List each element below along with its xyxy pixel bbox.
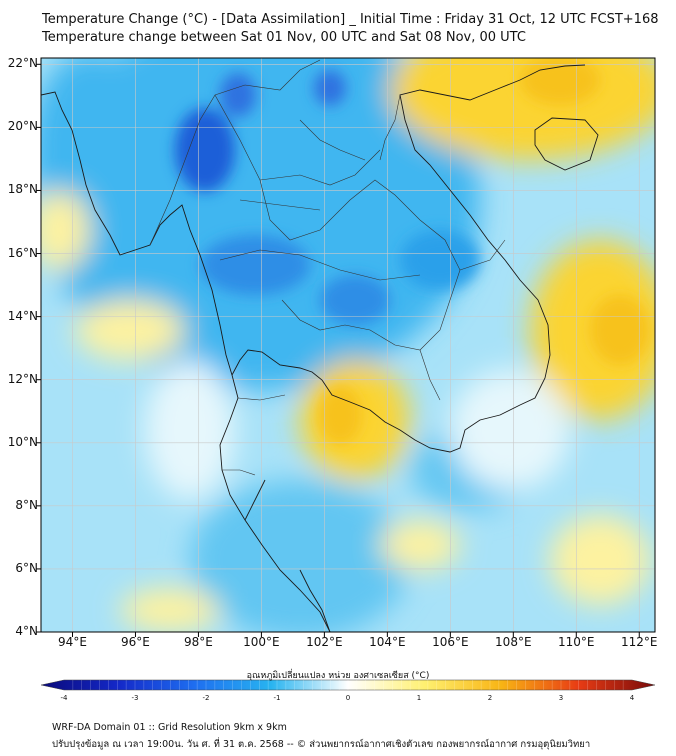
lat-label: 8°N xyxy=(15,497,38,512)
lon-label: 102°E xyxy=(306,635,343,649)
axis-ticks xyxy=(36,63,640,637)
lat-label: 4°N xyxy=(15,624,38,638)
chart-subtitle: Temperature change between Sat 01 Nov, 0… xyxy=(42,30,526,45)
lat-label: 22°N xyxy=(7,56,38,71)
lat-label: 6°N xyxy=(15,560,38,575)
plot-frame xyxy=(40,57,656,633)
colorbar-tick-label: 1 xyxy=(416,694,422,702)
colorbar-title: อุณหภูมิเปลี่ยนแปลง หน่วย องศาเซลเซียส (… xyxy=(246,671,430,681)
lon-label: 100°E xyxy=(243,635,280,649)
lat-label: 20°N xyxy=(7,119,38,134)
footer-model-info: WRF-DA Domain 01 :: Grid Resolution 9km … xyxy=(52,722,287,733)
gridlines xyxy=(41,58,655,632)
colorbar-tick-label: 2 xyxy=(487,694,493,702)
lat-label: 16°N xyxy=(7,245,38,260)
footer-update-credit: ปรับปรุงข้อมูล ณ เวลา 19:00น. วัน ศ. ที่… xyxy=(52,739,591,750)
lat-label: 18°N xyxy=(7,182,38,197)
chart-title: Temperature Change (°C) - [Data Assimila… xyxy=(42,12,659,27)
lon-label: 98°E xyxy=(183,635,213,649)
lat-label: 12°N xyxy=(7,371,38,386)
colorbar-tick-label: 4 xyxy=(629,694,635,702)
admin-borders xyxy=(149,59,506,476)
lon-label: 106°E xyxy=(432,635,469,649)
colorbar-tick-label: -3 xyxy=(131,694,139,702)
lon-label: 112°E xyxy=(621,635,658,649)
colorbar xyxy=(40,679,656,691)
colorbar-tick-label: -1 xyxy=(273,694,281,702)
lon-label: 104°E xyxy=(369,635,406,649)
colorbar-tick-label: 3 xyxy=(558,694,564,702)
lon-label: 110°E xyxy=(558,635,595,649)
colorbar-tick-label: -2 xyxy=(202,694,210,702)
coastlines xyxy=(41,64,599,632)
colorbar-tick-label: -4 xyxy=(60,694,68,702)
lat-label: 10°N xyxy=(7,434,38,449)
lon-label: 94°E xyxy=(58,635,87,649)
temperature-field xyxy=(41,58,655,632)
lat-label: 14°N xyxy=(7,308,38,323)
lon-label: 96°E xyxy=(121,635,150,649)
colorbar-bar xyxy=(40,679,656,691)
colorbar-tick-label: 0 xyxy=(345,694,351,702)
lon-label: 108°E xyxy=(495,635,532,649)
